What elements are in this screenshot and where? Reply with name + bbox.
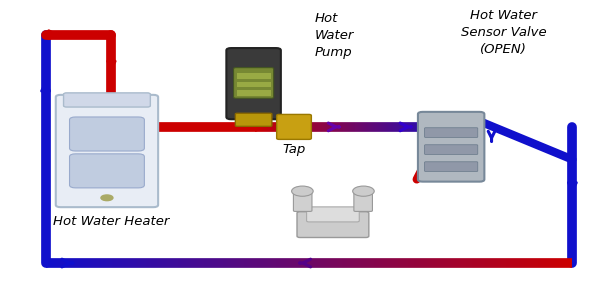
FancyBboxPatch shape <box>307 207 359 222</box>
Text: Tap: Tap <box>282 142 305 156</box>
FancyBboxPatch shape <box>297 212 369 237</box>
FancyBboxPatch shape <box>425 162 478 172</box>
Text: Hot Water Heater: Hot Water Heater <box>53 215 170 228</box>
FancyBboxPatch shape <box>64 93 151 107</box>
FancyBboxPatch shape <box>70 117 145 151</box>
FancyBboxPatch shape <box>233 68 274 98</box>
FancyBboxPatch shape <box>56 95 158 207</box>
FancyBboxPatch shape <box>235 113 272 126</box>
FancyBboxPatch shape <box>236 82 271 87</box>
FancyBboxPatch shape <box>70 154 145 188</box>
FancyBboxPatch shape <box>236 90 271 96</box>
FancyBboxPatch shape <box>354 192 373 211</box>
FancyBboxPatch shape <box>226 48 281 119</box>
FancyBboxPatch shape <box>236 73 271 79</box>
Text: Hot
Water
Pump: Hot Water Pump <box>315 12 355 59</box>
FancyBboxPatch shape <box>418 112 484 182</box>
FancyBboxPatch shape <box>277 114 311 139</box>
FancyBboxPatch shape <box>425 128 478 137</box>
FancyBboxPatch shape <box>425 145 478 154</box>
Circle shape <box>353 186 374 196</box>
FancyBboxPatch shape <box>293 192 312 211</box>
Circle shape <box>101 195 113 201</box>
Text: Hot Water
Sensor Valve
(OPEN): Hot Water Sensor Valve (OPEN) <box>461 9 547 56</box>
Circle shape <box>292 186 313 196</box>
